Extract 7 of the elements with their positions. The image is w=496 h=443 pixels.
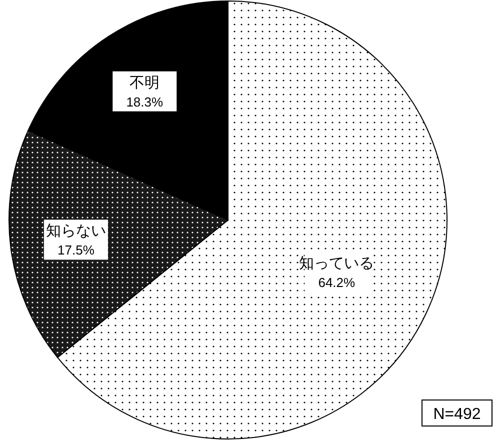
annotation: N=492 [422, 400, 492, 426]
slice-label: 不明 [130, 74, 160, 92]
data-label: 17.5% [58, 242, 95, 258]
slice-label: 知っている [299, 254, 374, 272]
data-label: 18.3% [126, 94, 164, 110]
data-label: 64.2% [318, 274, 356, 290]
slice-label: 知らない [46, 222, 106, 240]
